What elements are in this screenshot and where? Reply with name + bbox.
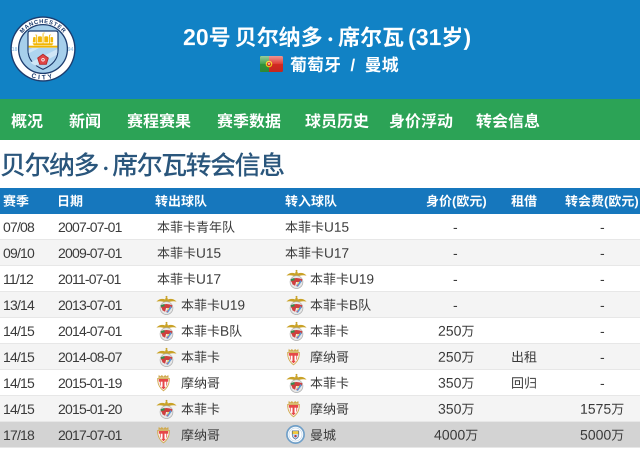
svg-text:CITY: CITY xyxy=(30,72,55,81)
svg-text:18: 18 xyxy=(12,47,18,53)
svg-text:94: 94 xyxy=(68,47,74,53)
